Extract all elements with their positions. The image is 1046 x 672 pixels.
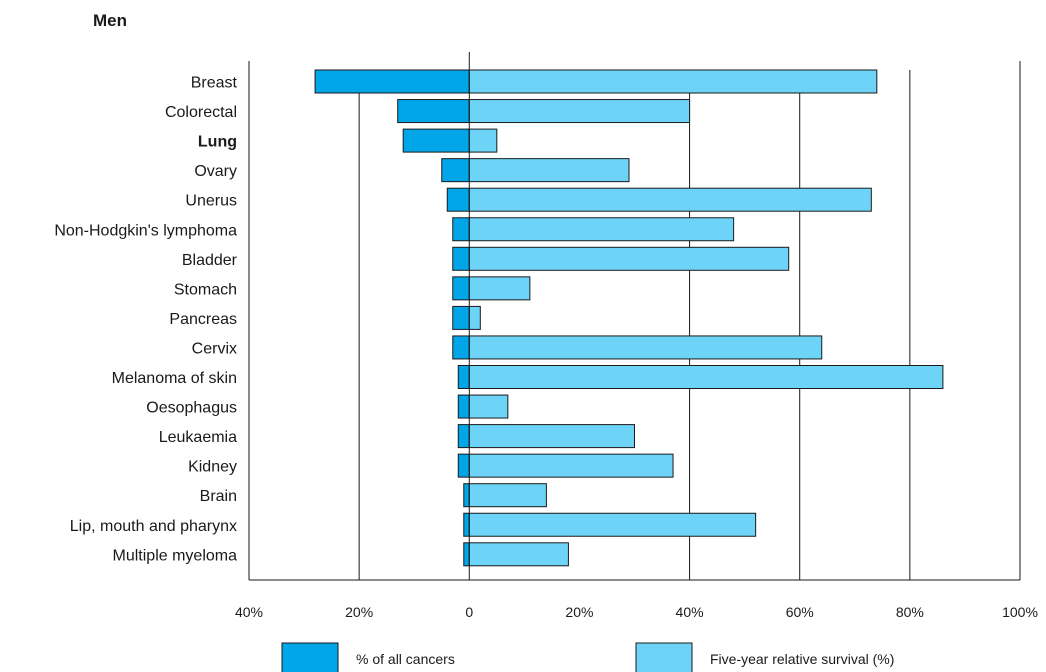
bar-all-cancers-4 — [446, 187, 470, 212]
bar-all-cancers-12 — [457, 424, 470, 449]
bar-all-cancers-7 — [452, 276, 470, 301]
bar-survival-6 — [468, 246, 790, 271]
bar-survival-0 — [468, 69, 878, 94]
bar-all-cancers-3 — [441, 158, 470, 183]
legend-swatch-0 — [281, 642, 339, 672]
category-label-10: Melanoma of skin — [112, 370, 237, 387]
category-label-6: Bladder — [182, 252, 238, 269]
legend-label-0: % of all cancers — [356, 651, 455, 667]
bar-all-cancers-14 — [463, 483, 470, 508]
bar-survival-1 — [468, 99, 691, 124]
category-label-11: Oesophagus — [146, 400, 237, 417]
bar-all-cancers-0 — [314, 69, 470, 94]
bar-survival-5 — [468, 217, 735, 242]
category-label-12: Leukaemia — [159, 429, 237, 446]
category-label-5: Non-Hodgkin's lymphoma — [54, 222, 237, 239]
x-tick-label-7: 100% — [1002, 604, 1038, 620]
bar-survival-10 — [468, 365, 944, 389]
x-tick-label-0: 40% — [235, 604, 263, 620]
legend-swatch-1 — [635, 642, 693, 672]
category-label-1: Colorectal — [165, 104, 237, 121]
bar-all-cancers-1 — [397, 99, 470, 124]
bar-all-cancers-6 — [452, 246, 470, 271]
bar-all-cancers-8 — [452, 305, 470, 330]
chart-title: Men — [93, 11, 127, 30]
bar-all-cancers-5 — [452, 217, 470, 242]
category-label-4: Unerus — [185, 193, 237, 210]
category-label-9: Cervix — [192, 340, 237, 357]
bar-survival-12 — [468, 424, 635, 449]
category-label-15: Lip, mouth and pharynx — [70, 518, 237, 535]
bar-survival-2 — [468, 128, 498, 153]
category-label-0: Breast — [191, 75, 238, 92]
x-tick-label-2: 0 — [465, 604, 473, 620]
x-tick-label-1: 20% — [345, 604, 373, 620]
bar-all-cancers-10 — [457, 365, 470, 389]
x-tick-label-4: 40% — [676, 604, 704, 620]
category-label-2: Lung — [198, 134, 237, 151]
bar-survival-16 — [468, 542, 569, 567]
category-label-7: Stomach — [174, 281, 237, 298]
x-tick-label-6: 80% — [896, 604, 924, 620]
x-tick-label-5: 60% — [786, 604, 814, 620]
bar-survival-13 — [468, 453, 674, 478]
bar-all-cancers-2 — [402, 128, 470, 153]
category-label-16: Multiple myeloma — [113, 547, 238, 564]
bar-survival-15 — [468, 512, 757, 537]
bar-survival-9 — [468, 335, 823, 360]
bar-all-cancers-13 — [457, 453, 470, 478]
bar-survival-8 — [468, 305, 481, 330]
bar-survival-14 — [468, 483, 547, 508]
x-tick-label-3: 20% — [565, 604, 593, 620]
bar-survival-4 — [468, 187, 872, 212]
bar-all-cancers-15 — [463, 512, 470, 537]
bar-all-cancers-16 — [463, 542, 470, 567]
category-label-13: Kidney — [188, 459, 237, 476]
category-label-3: Ovary — [194, 163, 237, 180]
bar-all-cancers-11 — [457, 394, 470, 419]
bar-survival-3 — [468, 158, 630, 183]
category-label-14: Brain — [200, 488, 237, 505]
legend-label-1: Five-year relative survival (%) — [710, 651, 894, 667]
category-label-8: Pancreas — [169, 311, 237, 328]
bar-survival-11 — [468, 394, 509, 419]
bar-all-cancers-9 — [452, 335, 470, 360]
bar-survival-7 — [468, 276, 531, 301]
